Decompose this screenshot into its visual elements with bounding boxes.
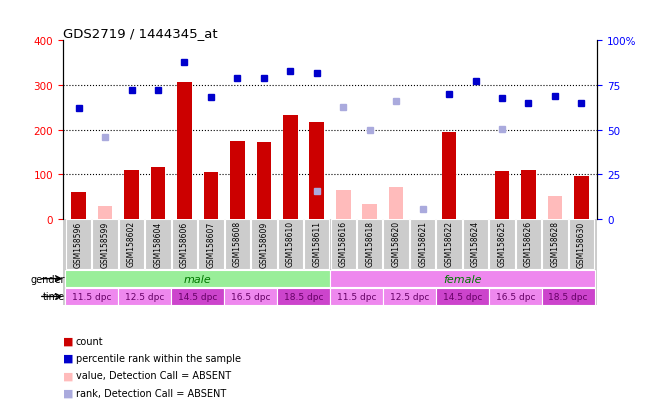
Text: percentile rank within the sample: percentile rank within the sample [76,353,241,363]
Text: 11.5 dpc: 11.5 dpc [72,292,112,301]
Text: male: male [183,274,212,284]
FancyBboxPatch shape [543,220,568,270]
Bar [442,133,456,219]
Text: GSM158625: GSM158625 [498,221,506,267]
Text: GDS2719 / 1444345_at: GDS2719 / 1444345_at [63,27,217,40]
Text: GSM158620: GSM158620 [391,221,401,267]
Text: GSM158611: GSM158611 [312,221,321,267]
Bar [150,168,165,219]
Text: GSM158609: GSM158609 [259,221,269,267]
FancyBboxPatch shape [410,220,436,270]
FancyBboxPatch shape [65,288,118,305]
Text: GSM158621: GSM158621 [418,221,427,267]
Text: GSM158618: GSM158618 [365,221,374,267]
Text: GSM158608: GSM158608 [233,221,242,267]
FancyBboxPatch shape [331,220,356,270]
Text: ■: ■ [63,336,73,346]
FancyBboxPatch shape [489,288,542,305]
FancyBboxPatch shape [357,220,382,270]
FancyBboxPatch shape [436,288,489,305]
Bar [71,192,86,219]
FancyBboxPatch shape [198,220,224,270]
Text: time: time [43,292,65,302]
Bar [389,187,403,219]
Text: GSM158622: GSM158622 [445,221,453,267]
Bar [548,197,562,219]
Text: GSM158602: GSM158602 [127,221,136,267]
Text: GSM158626: GSM158626 [524,221,533,267]
Text: count: count [76,336,104,346]
FancyBboxPatch shape [65,271,330,287]
Bar [98,207,112,219]
FancyBboxPatch shape [92,220,117,270]
Text: rank, Detection Call = ABSENT: rank, Detection Call = ABSENT [76,388,226,398]
FancyBboxPatch shape [66,220,91,270]
Text: 16.5 dpc: 16.5 dpc [231,292,271,301]
FancyBboxPatch shape [224,220,250,270]
Text: female: female [443,274,482,284]
Text: value, Detection Call = ABSENT: value, Detection Call = ABSENT [76,370,231,380]
Bar [362,205,377,219]
FancyBboxPatch shape [119,220,145,270]
Bar [124,170,139,219]
FancyBboxPatch shape [436,220,462,270]
Text: GSM158596: GSM158596 [74,221,83,267]
Text: 11.5 dpc: 11.5 dpc [337,292,376,301]
FancyBboxPatch shape [251,220,277,270]
Bar [495,172,510,219]
FancyBboxPatch shape [118,288,171,305]
FancyBboxPatch shape [278,220,303,270]
Bar [257,142,271,219]
FancyBboxPatch shape [463,220,488,270]
Text: GSM158624: GSM158624 [471,221,480,267]
Text: GSM158630: GSM158630 [577,221,586,267]
Text: 16.5 dpc: 16.5 dpc [496,292,535,301]
FancyBboxPatch shape [224,288,277,305]
FancyBboxPatch shape [171,288,224,305]
Text: GSM158606: GSM158606 [180,221,189,267]
FancyBboxPatch shape [172,220,197,270]
Text: GSM158607: GSM158607 [207,221,215,267]
Text: ■: ■ [63,353,73,363]
Text: 18.5 dpc: 18.5 dpc [284,292,323,301]
Bar [283,116,298,219]
Text: 12.5 dpc: 12.5 dpc [389,292,429,301]
Text: 18.5 dpc: 18.5 dpc [548,292,588,301]
FancyBboxPatch shape [542,288,595,305]
FancyBboxPatch shape [145,220,171,270]
Text: GSM158616: GSM158616 [339,221,348,267]
FancyBboxPatch shape [569,220,594,270]
Text: ■: ■ [63,370,73,380]
FancyBboxPatch shape [277,288,330,305]
FancyBboxPatch shape [489,220,515,270]
Bar [574,177,589,219]
FancyBboxPatch shape [515,220,541,270]
Text: GSM158599: GSM158599 [100,221,110,267]
Text: GSM158604: GSM158604 [154,221,162,267]
Text: 14.5 dpc: 14.5 dpc [443,292,482,301]
FancyBboxPatch shape [330,271,595,287]
FancyBboxPatch shape [304,220,329,270]
Text: gender: gender [31,274,65,284]
FancyBboxPatch shape [383,288,436,305]
Text: ■: ■ [63,388,73,398]
Bar [521,170,536,219]
Text: GSM158628: GSM158628 [550,221,560,267]
Bar [177,83,191,219]
Bar [310,123,324,219]
FancyBboxPatch shape [330,288,383,305]
Text: GSM158610: GSM158610 [286,221,295,267]
Text: 14.5 dpc: 14.5 dpc [178,292,217,301]
Bar [204,173,218,219]
Bar [230,141,245,219]
Bar [336,190,350,219]
Text: 12.5 dpc: 12.5 dpc [125,292,164,301]
FancyBboxPatch shape [383,220,409,270]
